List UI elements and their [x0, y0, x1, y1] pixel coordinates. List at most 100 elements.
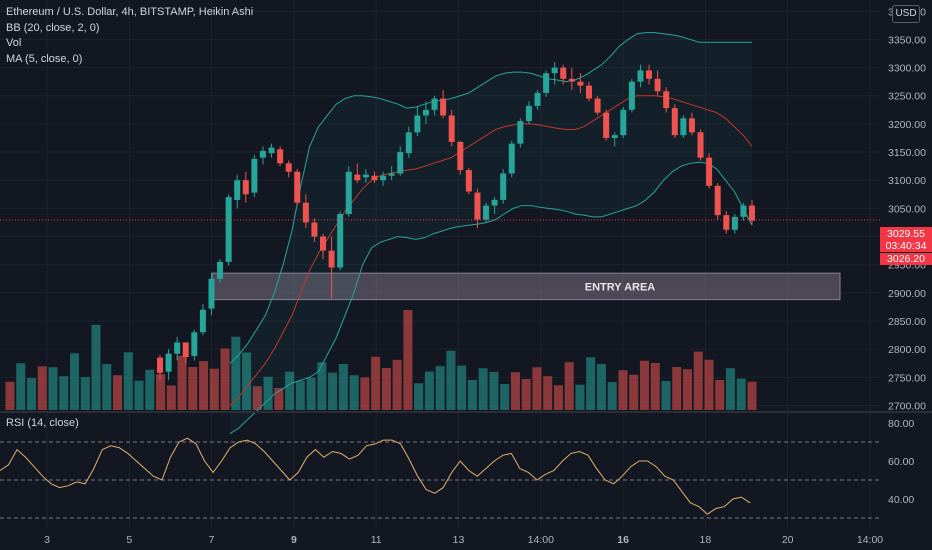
- volume-bar: [381, 368, 391, 410]
- candle-body: [268, 147, 275, 154]
- candle-body: [611, 135, 618, 138]
- candle-body: [371, 175, 378, 181]
- volume-bar: [231, 336, 241, 410]
- candle-body: [585, 85, 592, 99]
- candles: [157, 61, 755, 381]
- volume-bar: [607, 382, 617, 410]
- volume-bar: [672, 367, 682, 410]
- volume-bar: [338, 364, 348, 410]
- bb-indicator-label[interactable]: BB (20, close, 2, 0): [6, 21, 100, 34]
- volume-bar: [478, 368, 488, 410]
- volume-bar: [489, 371, 499, 410]
- volume-indicator-label[interactable]: Vol: [6, 37, 22, 49]
- volume-bar: [134, 380, 144, 410]
- candle-body: [749, 205, 755, 221]
- candle-body: [182, 342, 189, 358]
- volume-bar: [145, 369, 155, 410]
- volume-bar: [285, 371, 295, 410]
- volume-bar: [629, 374, 639, 410]
- volume-bar: [403, 310, 413, 410]
- volume-bar: [360, 377, 370, 410]
- time-axis[interactable]: 3 5 7 9 11 13 14:00 16 18 20 14:00: [44, 534, 883, 546]
- volume-bar: [446, 350, 456, 410]
- volume-bar: [102, 364, 112, 410]
- time-tick-label: 14:00: [857, 534, 883, 546]
- price-tick-label: 2850.00: [888, 316, 926, 328]
- candle-body: [191, 332, 198, 356]
- price-tick-label: 3050.00: [888, 203, 926, 215]
- candle-body: [697, 132, 704, 158]
- volume-bar: [80, 377, 90, 410]
- price-axis[interactable]: 3400.003350.003300.003250.003200.003150.…: [888, 6, 926, 412]
- volume-bar: [70, 353, 80, 410]
- volume-bar: [199, 361, 209, 410]
- candle-body: [345, 171, 352, 215]
- volume-bar: [59, 376, 69, 410]
- bar-countdown: 03:40:34: [885, 240, 927, 252]
- time-tick-label: 14:00: [528, 534, 554, 546]
- entry-area-label: ENTRY AREA: [585, 281, 656, 293]
- candle-body: [680, 118, 687, 136]
- candle-body: [388, 173, 395, 176]
- time-tick-label: 3: [44, 534, 50, 546]
- volume-bar: [500, 384, 510, 410]
- candle-body: [568, 78, 575, 82]
- volume-bar: [263, 376, 273, 410]
- volume-bars: [5, 310, 757, 410]
- volume-bar: [91, 324, 101, 410]
- rsi-indicator-label[interactable]: RSI (14, close): [6, 417, 79, 429]
- candle-body: [397, 152, 404, 174]
- time-tick-label: 11: [371, 534, 382, 546]
- candle-body: [457, 141, 464, 171]
- candle-body: [380, 175, 387, 181]
- candle-body: [628, 81, 635, 110]
- candle-body: [242, 180, 249, 195]
- volume-bar: [715, 380, 725, 410]
- volume-bar: [242, 352, 252, 410]
- volume-bar: [543, 376, 553, 410]
- candle-body: [731, 216, 738, 230]
- price-tick-label: 3250.00: [888, 91, 926, 103]
- candle-body: [551, 67, 558, 74]
- volume-bar: [16, 363, 26, 410]
- time-tick-label: 18: [700, 534, 712, 546]
- volume-bar: [156, 374, 166, 410]
- time-tick-label: 7: [209, 534, 215, 546]
- rsi-axis: 80.00 60.00 40.00: [888, 418, 914, 506]
- candle-body: [157, 357, 163, 373]
- last-price-tag: 3029.55 03:40:34: [880, 227, 932, 252]
- candle-body: [362, 174, 369, 178]
- time-tick-label: 5: [126, 534, 132, 546]
- ma-indicator-label[interactable]: MA (5, close, 0): [6, 52, 83, 65]
- time-tick-label: 20: [782, 534, 794, 546]
- volume-bar: [209, 368, 219, 410]
- candle-body: [320, 236, 327, 251]
- candle-body: [663, 91, 670, 109]
- candle-body: [328, 250, 335, 268]
- candle-body: [440, 98, 447, 116]
- volume-bar: [661, 381, 671, 410]
- volume-bar: [693, 351, 703, 410]
- price-tick-label: 3100.00: [888, 175, 926, 187]
- candle-body: [646, 70, 653, 79]
- price-tick-label: 2800.00: [888, 344, 926, 356]
- candle-body: [174, 342, 181, 354]
- price-tick-label: 3200.00: [888, 119, 926, 131]
- candle-body: [500, 173, 507, 200]
- symbol-title[interactable]: Ethereum / U.S. Dollar, 4h, BITSTAMP, He…: [6, 6, 254, 18]
- price-tick-label: 3350.00: [888, 34, 926, 46]
- volume-bar: [639, 360, 649, 410]
- volume-bar: [532, 367, 542, 410]
- candle-body: [259, 150, 266, 158]
- volume-bar: [747, 381, 757, 410]
- volume-bar: [435, 366, 445, 410]
- candle-body: [337, 214, 344, 268]
- candle-body: [165, 353, 172, 372]
- currency-badge[interactable]: USD: [892, 5, 920, 23]
- time-tick-label: 13: [453, 534, 465, 546]
- candle-body: [594, 98, 601, 113]
- candle-body: [723, 215, 730, 230]
- candle-body: [414, 115, 421, 133]
- candle-body: [277, 149, 284, 164]
- volume-bar: [317, 362, 327, 410]
